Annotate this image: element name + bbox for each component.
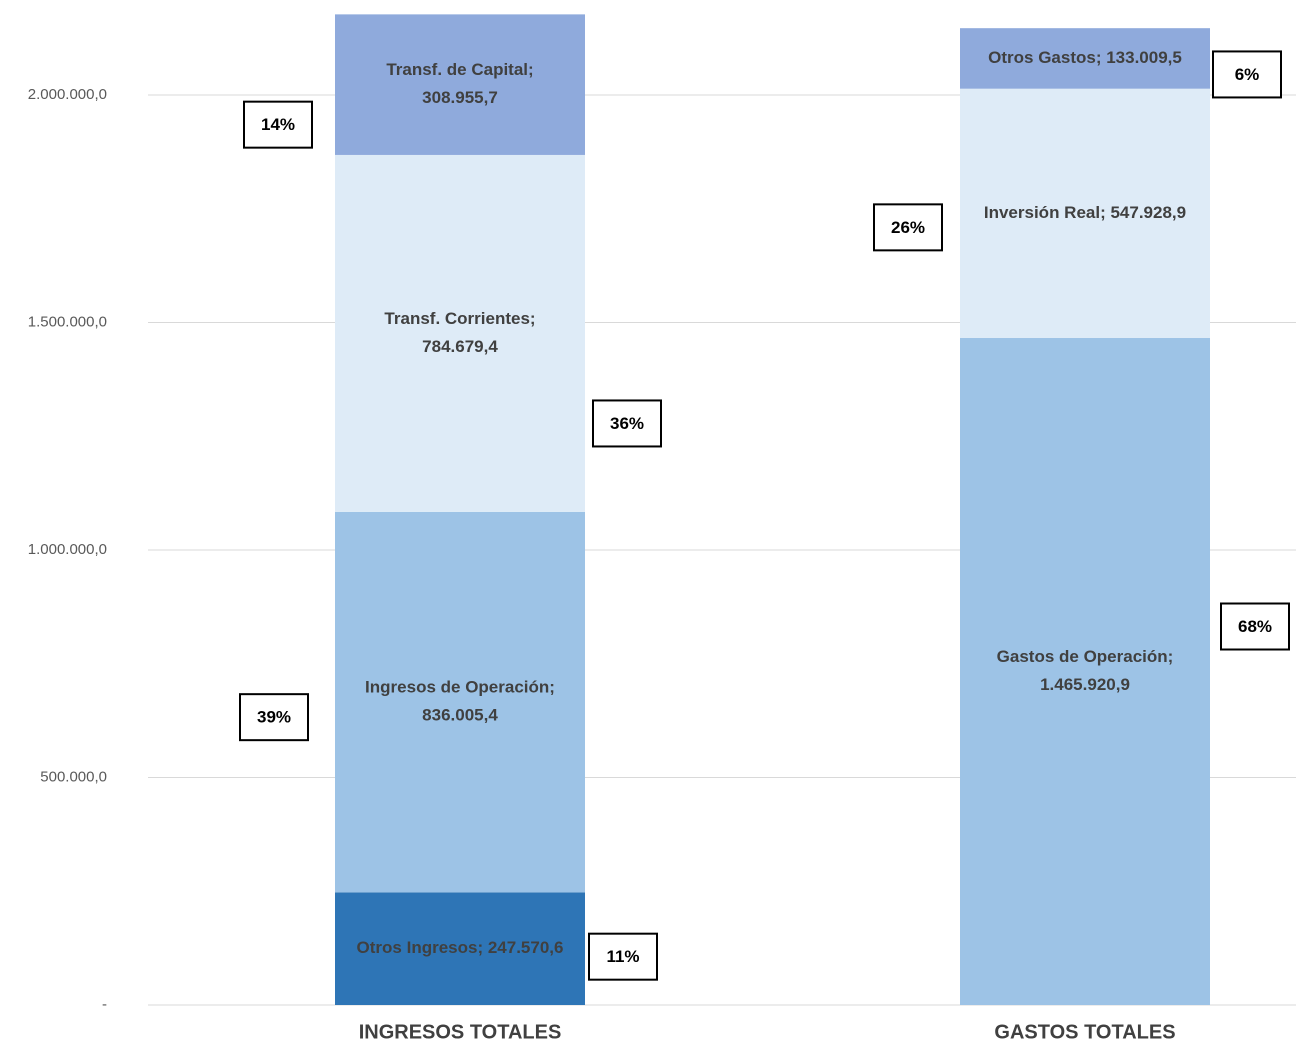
data-label: Otros Gastos; 133.009,5 (988, 48, 1182, 67)
bar-segment (960, 88, 1210, 339)
data-label: Ingresos de Operación; (365, 678, 555, 697)
share-label: 11% (606, 947, 639, 966)
data-label: Otros Ingresos; 247.570,6 (357, 938, 564, 957)
y-tick-label: 1.500.000,0 (28, 313, 107, 330)
share-box (243, 100, 313, 149)
share-box (239, 693, 309, 742)
share-box (1220, 602, 1290, 651)
data-label: Transf. Corrientes; (384, 309, 535, 328)
share-box (873, 203, 943, 252)
x-tick-label: GASTOS TOTALES (994, 1021, 1175, 1043)
data-label: Gastos de Operación; (997, 647, 1174, 666)
data-label: 308.955,7 (422, 88, 498, 107)
share-label: 68% (1238, 617, 1272, 636)
bar-segment (335, 511, 585, 893)
y-tick-label: 500.000,0 (40, 768, 107, 785)
share-label: 26% (891, 218, 925, 237)
y-tick-label: - (102, 996, 107, 1013)
share-label: 14% (261, 115, 295, 134)
data-label: Transf. de Capital; (386, 60, 533, 79)
share-label: 6% (1235, 65, 1260, 84)
bar-segment (960, 28, 1210, 89)
data-label: 784.679,4 (422, 337, 498, 356)
bar-segment (335, 892, 585, 1005)
data-label: 1.465.920,9 (1040, 675, 1130, 694)
share-box (592, 399, 662, 448)
y-tick-label: 1.000.000,0 (28, 541, 107, 558)
x-tick-label: INGRESOS TOTALES (359, 1021, 562, 1043)
data-label: 836.005,4 (422, 706, 498, 725)
bar-segment (335, 154, 585, 512)
bar-segment (960, 338, 1210, 1005)
share-box (588, 932, 658, 981)
y-tick-label: 2.000.000,0 (28, 86, 107, 103)
share-box (1212, 50, 1282, 99)
data-label: Inversión Real; 547.928,9 (984, 203, 1186, 222)
share-label: 36% (610, 414, 644, 433)
share-label: 39% (257, 708, 291, 727)
bar-segment (335, 14, 585, 155)
